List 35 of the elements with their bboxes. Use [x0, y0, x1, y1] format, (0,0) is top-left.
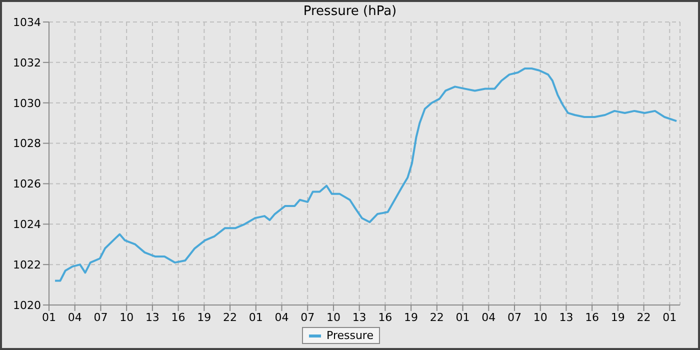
- y-tick-label: 1024: [13, 218, 41, 232]
- x-tick-label: 04: [482, 310, 496, 324]
- x-tick-label: 16: [585, 310, 600, 324]
- x-tick-label: 16: [378, 310, 392, 324]
- y-tick-label: 1034: [13, 16, 41, 29]
- x-tick-label: 10: [326, 310, 340, 324]
- y-tick-label: 1030: [13, 96, 41, 110]
- legend-label: Pressure: [326, 329, 374, 342]
- y-tick-label: 1032: [13, 56, 41, 70]
- x-tick-label: 19: [197, 310, 212, 324]
- y-tick-label: 1022: [13, 258, 41, 272]
- x-tick-label: 07: [507, 310, 522, 324]
- chart-title: Pressure (hPa): [303, 4, 397, 19]
- y-tick-label: 1020: [13, 298, 41, 312]
- x-tick-label: 13: [352, 310, 366, 324]
- x-tick-label: 13: [145, 310, 160, 324]
- y-tick-label: 1026: [13, 178, 41, 191]
- x-tick-label: 22: [223, 310, 238, 324]
- x-tick-label: 04: [68, 310, 82, 324]
- x-tick-label: 10: [533, 310, 548, 324]
- x-tick-label: 01: [248, 310, 263, 324]
- x-tick-label: 01: [456, 310, 470, 324]
- x-tick-label: 01: [662, 310, 677, 324]
- x-tick-label: 04: [274, 310, 289, 324]
- x-tick-label: 13: [559, 310, 574, 324]
- x-tick-label: 01: [42, 310, 56, 324]
- x-tick-label: 07: [94, 310, 108, 324]
- x-tick-label: 22: [430, 310, 444, 324]
- x-tick-label: 10: [120, 310, 134, 324]
- x-tick-label: 19: [404, 310, 418, 324]
- x-tick-label: 19: [610, 310, 625, 324]
- x-tick-label: 22: [636, 310, 651, 324]
- x-tick-label: 16: [171, 310, 186, 324]
- x-tick-label: 07: [300, 310, 315, 324]
- y-tick-label: 1028: [13, 137, 41, 150]
